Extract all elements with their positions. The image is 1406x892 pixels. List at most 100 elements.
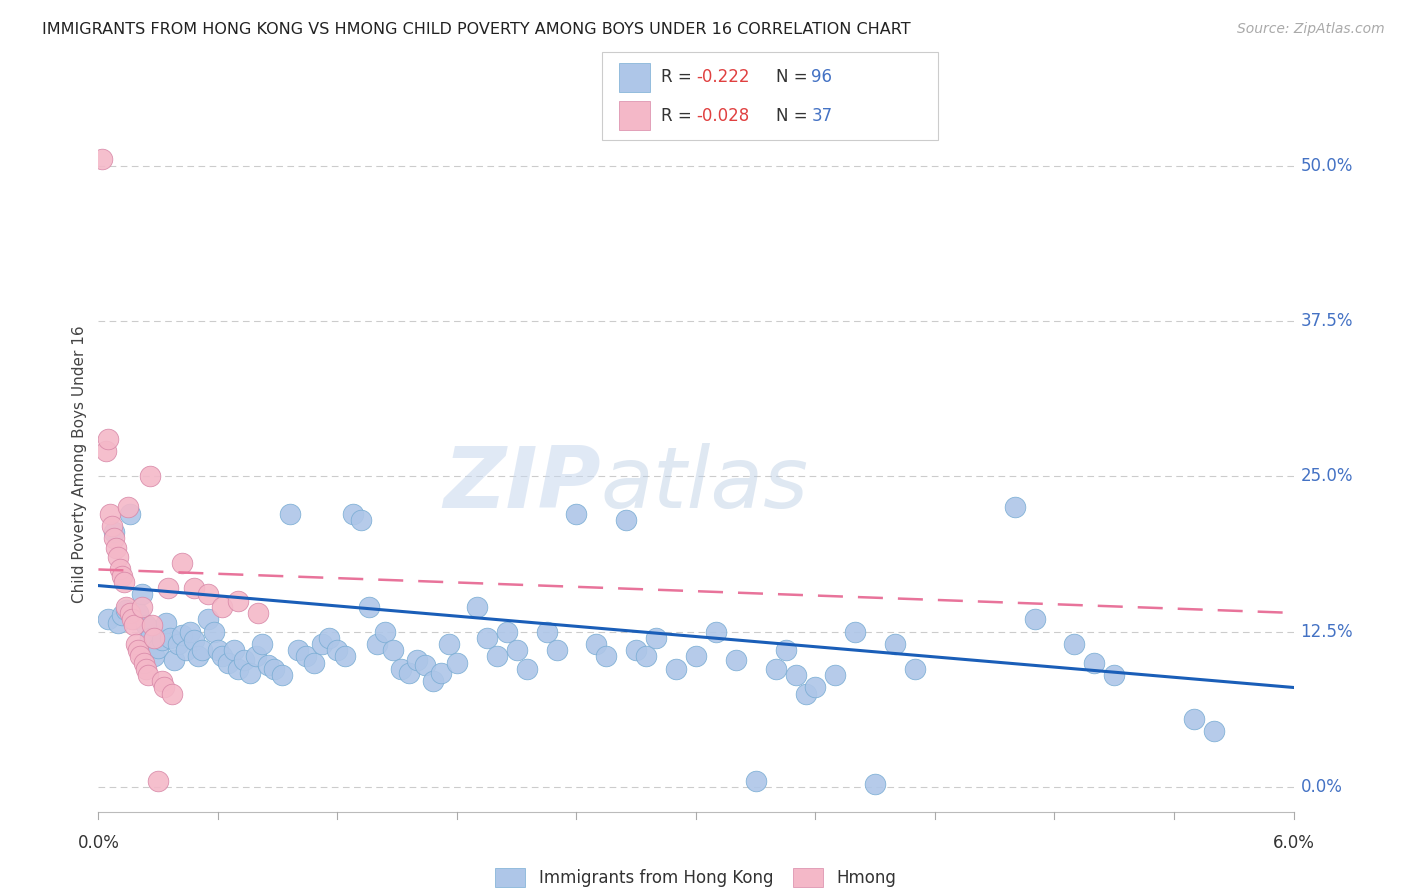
Point	[202, 624, 225, 639]
Point	[112, 574, 135, 589]
Text: 0.0%: 0.0%	[1301, 778, 1343, 796]
Text: Source: ZipAtlas.com: Source: ZipAtlas.com	[1237, 22, 1385, 37]
Point	[1182, 712, 1205, 726]
Point	[374, 624, 396, 639]
Point	[127, 643, 149, 657]
Text: R =: R =	[661, 106, 697, 125]
Text: 25.0%: 25.0%	[1301, 467, 1353, 485]
Point	[127, 606, 149, 620]
Text: ZIP: ZIP	[443, 443, 600, 526]
Point	[139, 469, 162, 483]
Point	[1004, 500, 1026, 515]
Point	[179, 624, 201, 639]
Point	[724, 653, 747, 667]
Point	[844, 624, 866, 639]
Point	[157, 581, 180, 595]
Point	[263, 662, 285, 676]
Point	[342, 507, 364, 521]
Point	[135, 618, 157, 632]
Point	[172, 628, 194, 642]
Text: IMMIGRANTS FROM HONG KONG VS HMONG CHILD POVERTY AMONG BOYS UNDER 16 CORRELATION: IMMIGRANTS FROM HONG KONG VS HMONG CHILD…	[42, 22, 911, 37]
Point	[495, 624, 517, 639]
Point	[546, 643, 568, 657]
Point	[124, 618, 146, 632]
Point	[413, 658, 436, 673]
Point	[115, 599, 138, 614]
Point	[148, 773, 170, 788]
Point	[129, 649, 152, 664]
Point	[134, 656, 156, 670]
Point	[1102, 668, 1125, 682]
Point	[120, 507, 142, 521]
Point	[318, 631, 340, 645]
Point	[398, 665, 420, 680]
Point	[1083, 656, 1105, 670]
Point	[685, 649, 707, 664]
Point	[131, 599, 153, 614]
Point	[475, 631, 498, 645]
Point	[863, 777, 886, 791]
Text: 37: 37	[811, 106, 832, 125]
Point	[226, 593, 249, 607]
Point	[117, 500, 139, 515]
Point	[150, 674, 173, 689]
Y-axis label: Child Poverty Among Boys Under 16: Child Poverty Among Boys Under 16	[72, 325, 87, 603]
Point	[565, 507, 588, 521]
Point	[143, 649, 166, 664]
Point	[139, 631, 162, 645]
Legend: Immigrants from Hong Kong, Hmong: Immigrants from Hong Kong, Hmong	[495, 868, 897, 887]
Point	[110, 562, 132, 576]
Point	[595, 649, 617, 664]
Point	[406, 653, 429, 667]
Point	[485, 649, 508, 664]
Point	[155, 615, 177, 630]
Text: atlas: atlas	[600, 443, 808, 526]
Point	[174, 643, 197, 657]
Point	[704, 624, 727, 639]
Point	[211, 649, 233, 664]
Text: R =: R =	[661, 69, 697, 87]
Point	[465, 599, 488, 614]
Point	[366, 637, 388, 651]
Point	[131, 587, 153, 601]
Point	[111, 608, 134, 623]
Point	[141, 618, 163, 632]
Text: -0.028: -0.028	[696, 106, 749, 125]
Text: 37.5%: 37.5%	[1301, 312, 1353, 330]
Point	[207, 643, 229, 657]
Point	[884, 637, 907, 651]
Point	[335, 649, 357, 664]
Point	[91, 153, 114, 167]
Point	[665, 662, 688, 676]
Point	[287, 643, 309, 657]
Point	[226, 662, 249, 676]
Point	[516, 662, 538, 676]
Point	[278, 507, 301, 521]
Point	[101, 519, 124, 533]
Point	[232, 653, 254, 667]
Point	[111, 568, 134, 582]
Point	[311, 637, 333, 651]
Point	[124, 612, 146, 626]
Point	[359, 599, 381, 614]
Point	[105, 541, 128, 556]
Point	[103, 532, 125, 546]
Point	[107, 549, 129, 564]
Point	[430, 665, 453, 680]
Text: 6.0%: 6.0%	[1272, 834, 1315, 852]
Point	[294, 649, 316, 664]
Point	[1063, 637, 1085, 651]
Point	[125, 637, 148, 651]
Point	[302, 656, 325, 670]
Point	[389, 662, 412, 676]
Point	[148, 640, 170, 655]
Point	[121, 612, 143, 626]
Point	[745, 773, 768, 788]
Point	[191, 643, 214, 657]
Point	[245, 649, 267, 664]
Point	[160, 687, 183, 701]
Text: 12.5%: 12.5%	[1301, 623, 1353, 640]
Point	[636, 649, 658, 664]
Point	[785, 668, 807, 682]
Point	[239, 665, 262, 680]
